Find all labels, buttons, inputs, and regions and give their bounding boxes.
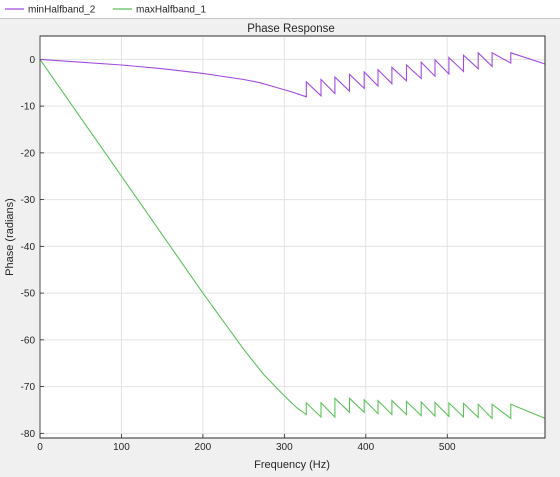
y-tick-label: -50 xyxy=(21,289,36,300)
y-axis-title: Phase (radians) xyxy=(4,198,16,276)
plot-frame xyxy=(39,35,546,439)
legend-label-series-2: maxHalfband_1 xyxy=(136,5,206,16)
legend-bar: minHalfband_2 maxHalfband_1 xyxy=(0,0,560,19)
x-tick-label: 200 xyxy=(195,442,212,453)
series-line-maxhalfband-1 xyxy=(39,59,546,420)
axis-ticks: 0 100 200 300 400 500 0 -10 -20 -30 -40 -50 -60 -70 -8… xyxy=(21,55,456,453)
y-tick-label: 0 xyxy=(29,55,35,66)
series-line-minhalfband-2 xyxy=(39,51,546,98)
series-layer xyxy=(39,51,546,420)
x-axis-title: Frequency (Hz) xyxy=(254,459,330,471)
x-tick-label: 100 xyxy=(113,442,130,453)
plot-area[interactable] xyxy=(39,35,546,439)
x-tick-label: 0 xyxy=(37,442,43,453)
y-tick-label: -30 xyxy=(21,195,36,206)
grid-lines xyxy=(39,36,545,438)
y-tick-label: -70 xyxy=(21,382,36,393)
x-tick-label: 300 xyxy=(276,442,293,453)
x-tick-label: 500 xyxy=(439,442,456,453)
figure: Phase Response 0 100 200 300 400 500 0 -10 -20 -3… xyxy=(0,19,560,477)
legend: minHalfband_2 maxHalfband_1 xyxy=(5,5,206,16)
y-tick-label: -60 xyxy=(21,335,36,346)
y-tick-label: -20 xyxy=(21,148,36,159)
y-tick-label: -80 xyxy=(21,429,36,440)
legend-label-series-1: minHalfband_2 xyxy=(28,5,96,16)
y-tick-label: -10 xyxy=(21,102,36,113)
x-tick-label: 400 xyxy=(357,442,374,453)
chart-title: Phase Response xyxy=(247,23,335,35)
phase-response-chart: Phase Response 0 100 200 300 400 500 0 -10 -20 -3… xyxy=(4,23,546,471)
y-tick-label: -40 xyxy=(21,242,36,253)
